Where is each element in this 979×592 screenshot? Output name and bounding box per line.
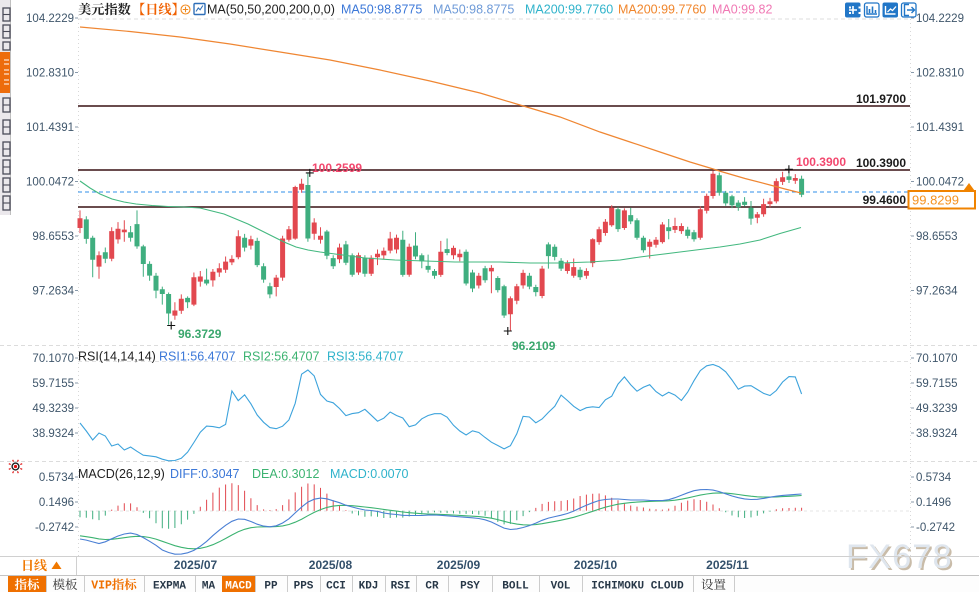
svg-text:0.5734: 0.5734 (916, 472, 952, 484)
svg-text:0.5734: 0.5734 (39, 472, 75, 484)
svg-text:0.1496: 0.1496 (39, 497, 74, 509)
svg-text:RSI2:56.4707: RSI2:56.4707 (243, 350, 319, 364)
svg-text:99.8299: 99.8299 (912, 193, 959, 208)
svg-text:PSY: PSY (460, 581, 480, 592)
svg-text:2025/07: 2025/07 (174, 558, 218, 572)
svg-text:38.9324: 38.9324 (916, 428, 958, 440)
svg-text:2025/09: 2025/09 (437, 558, 481, 572)
svg-text:104.2229: 104.2229 (916, 13, 964, 25)
svg-text:59.7155: 59.7155 (916, 378, 958, 390)
svg-text:RSI3:56.4707: RSI3:56.4707 (327, 350, 403, 364)
svg-text:2025/10: 2025/10 (574, 558, 618, 572)
svg-text:DIFF:0.3047: DIFF:0.3047 (170, 467, 240, 481)
svg-text:RSI: RSI (391, 581, 411, 592)
svg-text:96.3729: 96.3729 (178, 327, 222, 341)
svg-text:MA0:99.82: MA0:99.82 (712, 3, 773, 17)
svg-text:MA200:99.7760: MA200:99.7760 (525, 3, 613, 17)
svg-text:MA200:99.7760: MA200:99.7760 (618, 3, 706, 17)
svg-text:PP: PP (264, 581, 278, 592)
svg-text:49.3239: 49.3239 (916, 403, 958, 415)
svg-text:EXPMA: EXPMA (153, 581, 186, 592)
svg-text:99.4600: 99.4600 (863, 193, 907, 207)
svg-text:100.2599: 100.2599 (312, 161, 362, 175)
svg-text:70.1070: 70.1070 (916, 353, 958, 365)
svg-text:59.7155: 59.7155 (32, 378, 74, 390)
svg-text:100.0472: 100.0472 (26, 177, 74, 189)
svg-text:MACD:0.0070: MACD:0.0070 (330, 467, 409, 481)
svg-text:97.2634: 97.2634 (32, 286, 74, 298)
svg-text:RSI(14,14,14): RSI(14,14,14) (78, 350, 156, 364)
svg-text:100.3900: 100.3900 (796, 155, 846, 169)
svg-text:CCI: CCI (326, 581, 346, 592)
svg-text:98.6553: 98.6553 (916, 231, 958, 243)
svg-text:ICHIMOKU CLOUD: ICHIMOKU CLOUD (591, 581, 684, 592)
svg-text:97.2634: 97.2634 (916, 286, 958, 298)
svg-text:MA(50,50,200,200,0,0): MA(50,50,200,200,0,0) (207, 3, 335, 17)
svg-text:PPS: PPS (294, 581, 314, 592)
svg-text:101.9700: 101.9700 (856, 92, 906, 106)
svg-text:CR: CR (425, 581, 439, 592)
svg-text:2025/08: 2025/08 (309, 558, 353, 572)
svg-text:KDJ: KDJ (359, 581, 379, 592)
svg-text:70.1070: 70.1070 (32, 353, 74, 365)
svg-text:DEA:0.3012: DEA:0.3012 (252, 467, 319, 481)
svg-text:49.3239: 49.3239 (32, 403, 74, 415)
svg-text:MA: MA (202, 581, 216, 592)
svg-text:RSI1:56.4707: RSI1:56.4707 (159, 350, 235, 364)
svg-text:VIP: VIP (91, 580, 112, 592)
svg-text:BOLL: BOLL (502, 581, 529, 592)
svg-text:104.2229: 104.2229 (26, 13, 74, 25)
svg-text:MA50:98.8775: MA50:98.8775 (433, 3, 514, 17)
svg-text:102.8310: 102.8310 (26, 68, 74, 80)
svg-text:102.8310: 102.8310 (916, 68, 964, 80)
svg-text:MACD(26,12,9): MACD(26,12,9) (78, 467, 165, 481)
svg-text:38.9324: 38.9324 (32, 428, 74, 440)
svg-text:101.4391: 101.4391 (916, 122, 964, 134)
svg-text:0.1496: 0.1496 (916, 497, 951, 509)
svg-text:MA50:98.8775: MA50:98.8775 (341, 3, 422, 17)
svg-text:100.0472: 100.0472 (916, 177, 964, 189)
svg-text:101.4391: 101.4391 (26, 122, 74, 134)
svg-text:MACD: MACD (225, 581, 252, 592)
svg-text:-0.2742: -0.2742 (916, 522, 955, 534)
svg-text:2025/11: 2025/11 (706, 558, 749, 572)
svg-text:-0.2742: -0.2742 (35, 522, 74, 534)
svg-text:VOL: VOL (551, 581, 571, 592)
svg-text:98.6553: 98.6553 (32, 231, 74, 243)
svg-text:96.2109: 96.2109 (512, 339, 556, 353)
svg-text:FX678: FX678 (848, 540, 955, 578)
svg-text:100.3900: 100.3900 (856, 156, 906, 170)
